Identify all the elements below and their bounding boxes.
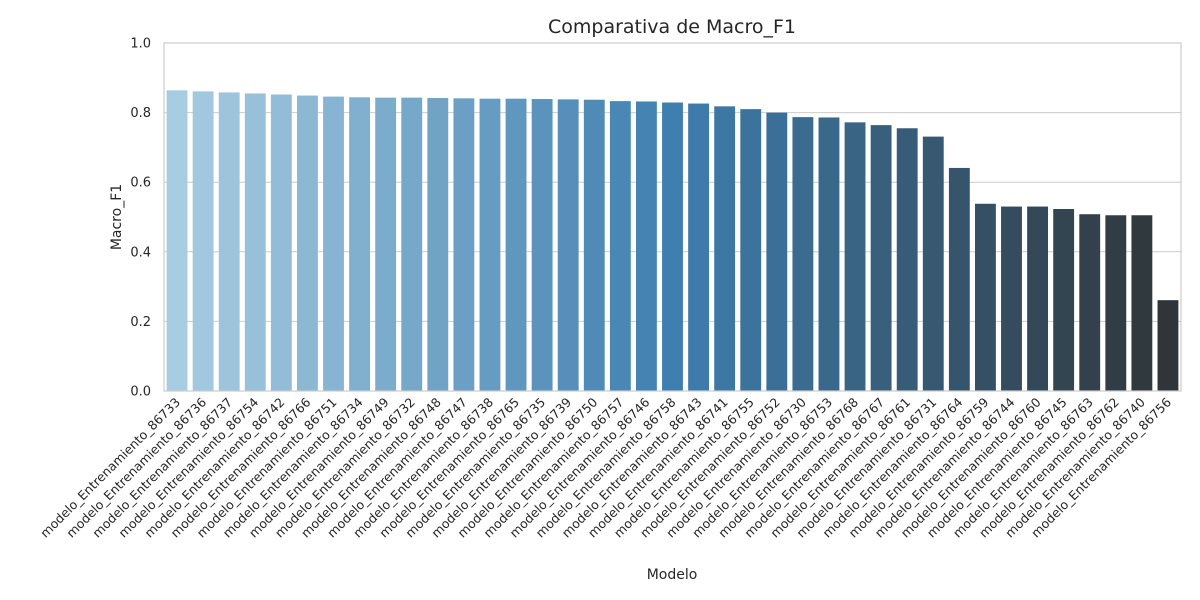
bar-modelo_Entrenamiento_86730 (792, 117, 814, 392)
bar-modelo_Entrenamiento_86744 (1001, 206, 1022, 391)
bar-modelo_Entrenamiento_86741 (714, 106, 736, 391)
bar-modelo_Entrenamiento_86750 (583, 99, 605, 391)
bar-modelo_Entrenamiento_86745 (1053, 208, 1075, 391)
bar-modelo_Entrenamiento_86760 (1027, 206, 1049, 391)
plot-frame (163, 42, 1182, 392)
bar-modelo_Entrenamiento_86754 (244, 93, 266, 392)
bar-modelo_Entrenamiento_86731 (922, 136, 944, 391)
bar-modelo_Entrenamiento_86738 (479, 98, 501, 392)
bar-modelo_Entrenamiento_86739 (557, 99, 579, 391)
bar-modelo_Entrenamiento_86761 (896, 128, 918, 391)
y-tick-label: 1.0 (130, 37, 151, 52)
bar-modelo_Entrenamiento_86746 (635, 101, 657, 392)
bar-modelo_Entrenamiento_86747 (453, 98, 475, 391)
bar-modelo_Entrenamiento_86751 (323, 96, 344, 391)
bar-modelo_Entrenamiento_86756 (1157, 300, 1179, 391)
bar-modelo_Entrenamiento_86759 (974, 203, 996, 391)
bar-modelo_Entrenamiento_86764 (948, 167, 970, 391)
y-tick-label: 0.6 (130, 176, 151, 191)
bar-modelo_Entrenamiento_86733 (166, 90, 188, 391)
chart-title: Comparativa de Macro_F1 (548, 16, 796, 38)
bar-modelo_Entrenamiento_86755 (740, 109, 762, 392)
bar-modelo_Entrenamiento_86740 (1131, 215, 1153, 391)
bar-modelo_Entrenamiento_86762 (1105, 215, 1127, 391)
y-tick-label: 0.0 (130, 385, 151, 400)
bar-modelo_Entrenamiento_86757 (609, 101, 631, 391)
x-tick-labels: modelo_Entrenamiento_86733modelo_Entrena… (37, 394, 1174, 540)
bar-modelo_Entrenamiento_86753 (818, 117, 840, 392)
y-tick-label: 0.2 (130, 315, 151, 330)
bar-modelo_Entrenamiento_86768 (844, 122, 866, 392)
bar-modelo_Entrenamiento_86767 (870, 125, 892, 392)
bar-modelo_Entrenamiento_86765 (505, 98, 527, 392)
bar-modelo_Entrenamiento_86763 (1079, 214, 1101, 391)
x-axis-label: Modelo (647, 567, 698, 583)
bar-modelo_Entrenamiento_86748 (427, 97, 449, 391)
bar-modelo_Entrenamiento_86737 (218, 92, 240, 391)
bar-modelo_Entrenamiento_86732 (401, 97, 423, 392)
bar-modelo_Entrenamiento_86736 (192, 91, 214, 391)
bar-modelo_Entrenamiento_86734 (349, 97, 371, 392)
y-tick-label: 0.8 (130, 106, 151, 121)
y-tick-label: 0.4 (130, 245, 151, 260)
y-axis-label: Macro_F1 (109, 184, 125, 250)
bar-modelo_Entrenamiento_86749 (375, 97, 397, 392)
bar-modelo_Entrenamiento_86766 (296, 95, 318, 391)
bar-modelo_Entrenamiento_86742 (270, 94, 292, 391)
y-tick-labels: 0.0 0.2 0.4 0.6 0.8 1.0 (130, 37, 151, 400)
bar-modelo_Entrenamiento_86743 (688, 103, 710, 391)
bar-modelo_Entrenamiento_86752 (766, 112, 788, 391)
bar-modelo_Entrenamiento_86735 (531, 99, 553, 391)
bars (166, 90, 1179, 392)
bar-modelo_Entrenamiento_86758 (662, 102, 683, 392)
